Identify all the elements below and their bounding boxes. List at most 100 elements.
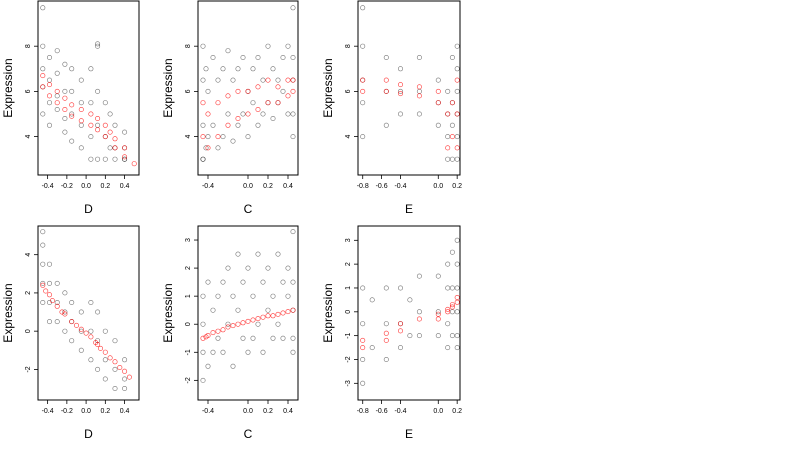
observed-point bbox=[435, 77, 441, 83]
fitted-point bbox=[112, 359, 118, 365]
observed-point bbox=[112, 366, 118, 372]
x-tick-label: -0.4 bbox=[202, 183, 214, 190]
observed-point bbox=[369, 345, 375, 351]
observed-point bbox=[122, 376, 128, 382]
observed-point bbox=[416, 111, 422, 117]
x-tick-label: 0.0 bbox=[81, 183, 91, 190]
observed-point bbox=[449, 285, 455, 291]
y-axis-label: Expression bbox=[1, 58, 15, 117]
observed-point bbox=[416, 309, 422, 315]
observed-point bbox=[62, 290, 68, 296]
panel-bottom-right: -0.8 -0.6 -0.4 0.0 0.2 -3 -2 -1 0 1 2 3 E Expression bbox=[321, 225, 462, 441]
fitted-point bbox=[265, 77, 271, 83]
observed-point bbox=[95, 156, 101, 162]
fitted-point bbox=[245, 318, 251, 324]
fitted-point bbox=[122, 154, 128, 160]
observed-point bbox=[240, 279, 246, 285]
fitted-point bbox=[454, 294, 460, 300]
observed-point bbox=[107, 145, 113, 151]
observed-point bbox=[360, 134, 366, 140]
fitted-point bbox=[117, 364, 123, 370]
observed-point bbox=[54, 280, 60, 286]
fitted-series bbox=[200, 307, 296, 341]
observed-point bbox=[220, 279, 226, 285]
observed-point bbox=[95, 41, 101, 47]
observed-point bbox=[445, 321, 451, 327]
fitted-point bbox=[46, 93, 52, 99]
observed-point bbox=[112, 338, 118, 344]
fitted-point bbox=[445, 145, 451, 151]
observed-point bbox=[200, 77, 206, 83]
fitted-point bbox=[255, 316, 261, 322]
observed-point bbox=[240, 335, 246, 341]
fitted-point bbox=[107, 129, 113, 135]
x-axis-label: D bbox=[84, 427, 93, 441]
observed-point bbox=[360, 5, 366, 11]
observed-point bbox=[102, 156, 108, 162]
fitted-series bbox=[360, 294, 460, 351]
x-tick-label: 0.2 bbox=[100, 408, 110, 415]
fitted-point bbox=[383, 88, 389, 94]
fitted-point bbox=[260, 314, 266, 320]
fitted-point bbox=[69, 113, 75, 119]
observed-point bbox=[454, 66, 460, 72]
fitted-point bbox=[205, 145, 211, 151]
observed-point bbox=[360, 285, 366, 291]
fitted-point bbox=[107, 355, 113, 361]
observed-point bbox=[397, 285, 403, 291]
fitted-point bbox=[112, 145, 118, 151]
observed-point bbox=[122, 156, 128, 162]
x-tick-label: -0.4 bbox=[394, 408, 406, 415]
observed-point bbox=[449, 122, 455, 128]
plot-frame bbox=[357, 0, 461, 176]
observed-point bbox=[102, 376, 108, 382]
y-tick-label: -1 bbox=[345, 332, 352, 338]
fitted-point bbox=[235, 88, 241, 94]
x-tick-label: 0.2 bbox=[100, 183, 110, 190]
fitted-point bbox=[46, 292, 52, 298]
plot-frame bbox=[37, 0, 140, 176]
observed-point bbox=[88, 299, 94, 305]
observed-point bbox=[280, 54, 286, 60]
observed-series bbox=[40, 5, 128, 162]
x-tick-label: -0.4 bbox=[42, 183, 54, 190]
observed-point bbox=[260, 349, 266, 355]
observed-point bbox=[205, 134, 211, 140]
fitted-point bbox=[220, 327, 226, 333]
observed-point bbox=[250, 100, 256, 106]
x-tick-label: 0.4 bbox=[283, 408, 293, 415]
observed-point bbox=[122, 129, 128, 135]
y-tick-label: 8 bbox=[345, 44, 352, 48]
observed-point bbox=[40, 66, 46, 72]
observed-point bbox=[435, 309, 441, 315]
observed-point bbox=[435, 273, 441, 279]
y-tick-label: -2 bbox=[345, 356, 352, 362]
observed-point bbox=[360, 356, 366, 362]
observed-point bbox=[290, 134, 296, 140]
observed-point bbox=[69, 88, 75, 94]
observed-point bbox=[78, 309, 84, 315]
observed-point bbox=[215, 335, 221, 341]
observed-point bbox=[40, 111, 46, 117]
x-axis-label: E bbox=[405, 427, 413, 441]
fitted-point bbox=[416, 316, 422, 322]
fitted-point bbox=[290, 77, 296, 83]
fitted-point bbox=[449, 302, 455, 308]
observed-point bbox=[270, 66, 276, 72]
observed-point bbox=[54, 93, 60, 99]
observed-point bbox=[102, 100, 108, 106]
observed-point bbox=[235, 307, 241, 313]
x-tick-label: -0.4 bbox=[42, 408, 54, 415]
fitted-point bbox=[49, 298, 55, 304]
observed-point bbox=[245, 134, 251, 140]
fitted-point bbox=[43, 288, 49, 294]
observed-point bbox=[107, 111, 113, 117]
observed-point bbox=[78, 145, 84, 151]
fitted-point bbox=[200, 134, 206, 140]
observed-point bbox=[95, 309, 101, 315]
observed-point bbox=[383, 356, 389, 362]
x-tick-label: 0.0 bbox=[433, 408, 443, 415]
observed-point bbox=[445, 134, 451, 140]
observed-point bbox=[88, 100, 94, 106]
